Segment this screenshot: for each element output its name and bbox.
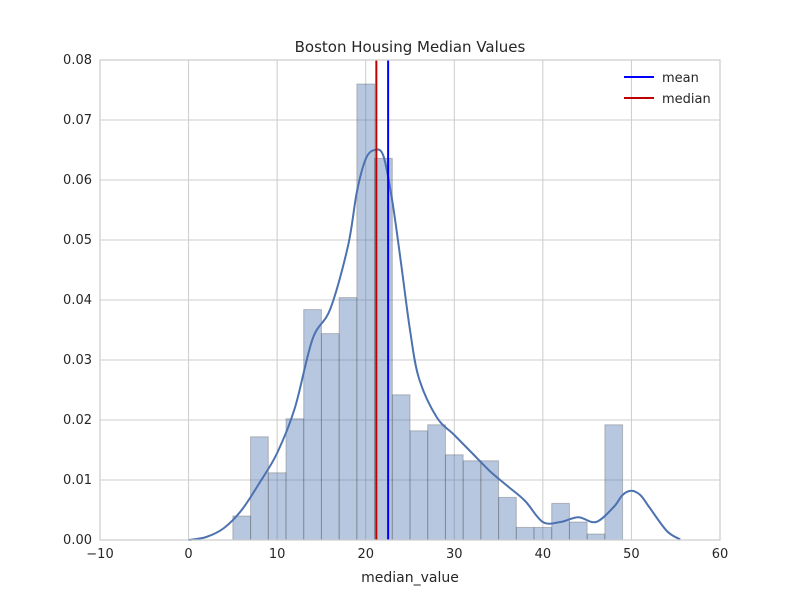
histogram-bar	[427, 424, 446, 541]
x-axis-label: median_value	[361, 570, 459, 586]
x-tick-label: 0	[184, 547, 192, 562]
y-tick-label: 0.05	[63, 233, 92, 248]
x-tick-label: 40	[535, 547, 552, 562]
histogram-bar	[391, 394, 411, 541]
kde-curve	[188, 148, 681, 541]
histogram-bar	[320, 333, 340, 541]
histogram-bar	[338, 297, 358, 541]
y-tick-label: 0.01	[63, 473, 92, 488]
x-tick-label: 20	[357, 547, 374, 562]
y-axis-ticks: 0.00 0.01 0.02 0.03 0.04 0.05 0.06 0.07 0.08	[63, 53, 92, 548]
chart-title: Boston Housing Median Values	[295, 38, 526, 56]
histogram-bar	[444, 454, 464, 541]
histogram-bar	[604, 424, 624, 541]
histogram-bar	[250, 436, 269, 541]
x-tick-label: −10	[86, 547, 113, 562]
histogram-bar	[515, 526, 535, 541]
histogram-bar	[533, 526, 553, 541]
x-tick-label: 50	[623, 547, 640, 562]
x-tick-label: 10	[269, 547, 286, 562]
y-tick-label: 0.08	[63, 53, 92, 68]
y-tick-label: 0.02	[63, 413, 92, 428]
x-axis-ticks: −10 0 10 20 30 40 50 60	[86, 547, 728, 562]
plot-frame	[99, 59, 721, 541]
legend-label: median	[662, 92, 711, 107]
histogram-bar	[480, 460, 500, 541]
histogram-bar	[462, 460, 482, 541]
x-tick-label: 60	[712, 547, 729, 562]
histogram-bar	[498, 496, 517, 541]
histogram-bar	[303, 309, 322, 541]
histogram-bar	[232, 515, 252, 541]
histogram-bar	[267, 472, 287, 541]
histogram-bar	[568, 521, 588, 541]
y-tick-label: 0.04	[63, 293, 92, 308]
histogram-bar	[285, 418, 305, 541]
y-tick-label: 0.03	[63, 353, 92, 368]
histogram-bar	[356, 83, 376, 541]
y-tick-label: 0.06	[63, 173, 92, 188]
histogram-bar	[409, 430, 429, 541]
reference-lines	[375, 60, 390, 540]
x-tick-label: 30	[446, 547, 463, 562]
y-tick-label: 0.00	[63, 533, 92, 548]
legend: mean median	[624, 71, 711, 107]
histogram-bar	[586, 533, 606, 541]
y-tick-label: 0.07	[63, 113, 92, 128]
legend-label: mean	[662, 71, 699, 86]
